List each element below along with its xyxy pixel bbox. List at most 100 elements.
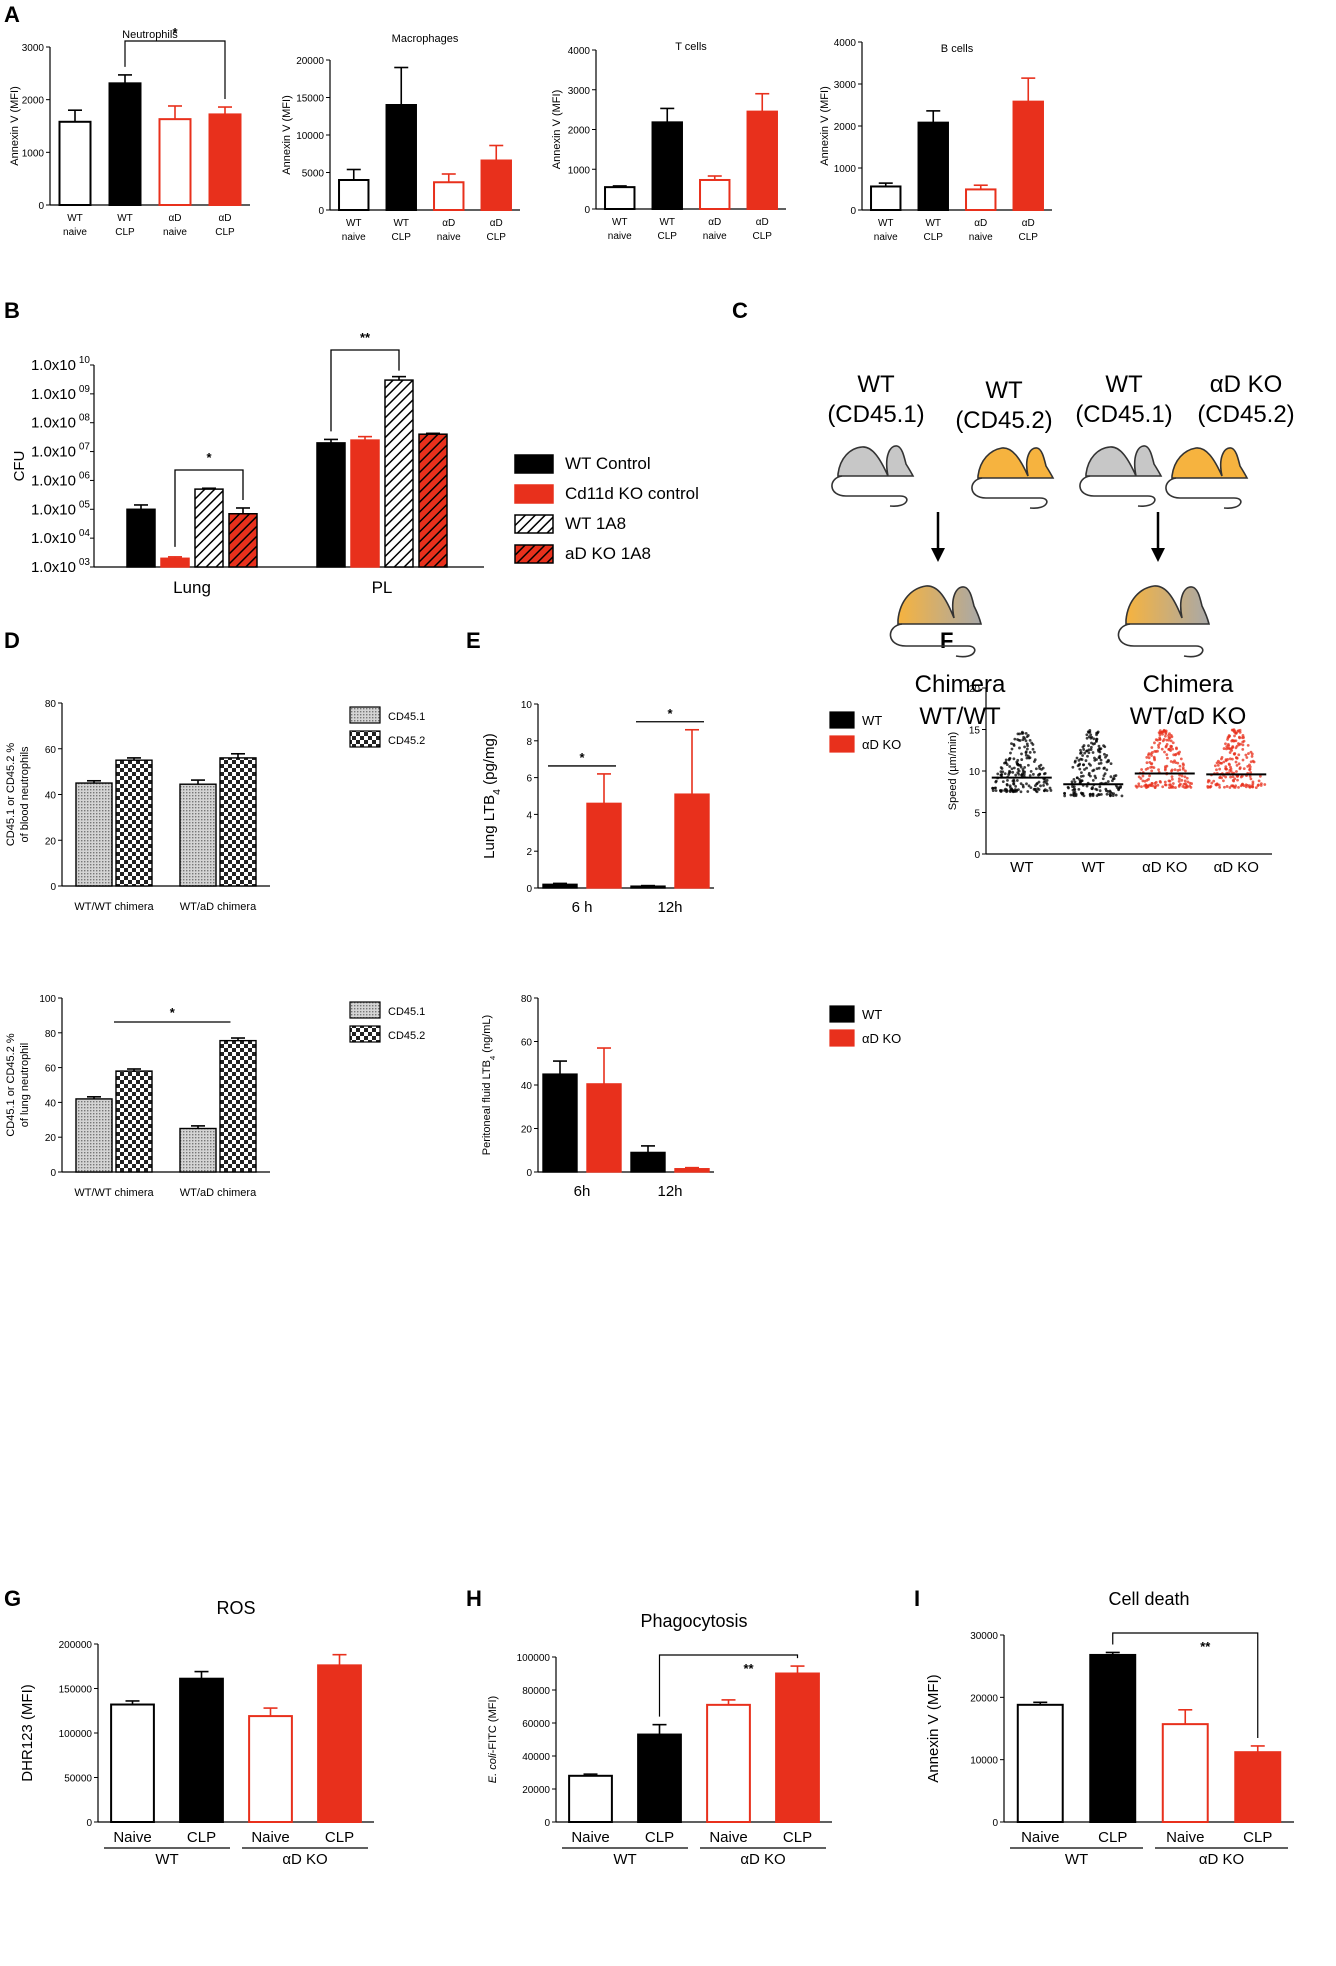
data-point xyxy=(1245,756,1249,759)
bar xyxy=(637,1733,682,1824)
y-axis-title: of lung neutrophil xyxy=(19,1043,31,1127)
y-tick-label: 1000 xyxy=(834,164,857,175)
chart-d2: 0 20 40 60 80 100 WT/WT chimera WT/aD chimera CD… xyxy=(5,994,425,1199)
y-tick-label: 100 xyxy=(39,994,56,1005)
x-tick-label: Naive xyxy=(1021,1829,1059,1846)
data-point xyxy=(994,789,998,792)
data-point xyxy=(1063,792,1067,795)
data-point xyxy=(1149,752,1153,755)
legend-label: CD45.1 xyxy=(388,1006,425,1018)
data-point xyxy=(1152,766,1156,770)
data-point xyxy=(1256,784,1260,787)
x-tick-label: WT/WT chimera xyxy=(74,901,154,913)
panel-label-h: H xyxy=(466,1586,482,1611)
data-point xyxy=(1237,753,1241,757)
data-point xyxy=(1101,777,1105,781)
data-point xyxy=(1234,731,1238,735)
data-point xyxy=(1249,777,1253,781)
data-point xyxy=(1175,747,1178,751)
y-tick-label: 2000 xyxy=(834,122,857,133)
data-point xyxy=(1149,765,1152,769)
y-tick-label: 20000 xyxy=(296,56,324,67)
y-tick-label: 40 xyxy=(45,1098,57,1109)
data-point xyxy=(1008,770,1012,774)
data-point xyxy=(1218,761,1221,765)
legend-label: αD KO xyxy=(862,1031,901,1046)
data-point xyxy=(1031,772,1035,776)
y-tick-label: 0 xyxy=(38,201,44,212)
data-point xyxy=(1145,785,1149,789)
x-tick-label: αD xyxy=(442,218,455,229)
y-tick-label: 8 xyxy=(526,737,532,748)
data-point xyxy=(1242,739,1246,743)
data-point xyxy=(1250,755,1254,758)
data-point xyxy=(1010,788,1013,792)
chart-d1: 0 20 40 60 80 WT/WT chimera WT/aD chimera CD45.… xyxy=(5,699,425,913)
data-point xyxy=(1156,738,1160,742)
data-point xyxy=(1176,768,1180,772)
data-point xyxy=(1088,793,1092,796)
data-point xyxy=(991,789,995,793)
data-point xyxy=(1021,783,1025,787)
panel-label-b: B xyxy=(4,298,20,323)
data-point xyxy=(1135,785,1139,789)
data-point xyxy=(1028,774,1032,777)
y-axis-title: Peritoneal fluid LTB4 (ng/mL) xyxy=(481,1015,497,1155)
bar xyxy=(418,433,448,568)
data-point xyxy=(1144,767,1148,771)
data-point xyxy=(1021,770,1025,773)
significance-label: ** xyxy=(1200,1639,1211,1654)
data-point xyxy=(1241,747,1245,751)
data-point xyxy=(1106,780,1110,783)
data-point xyxy=(1012,744,1016,747)
data-point xyxy=(1091,769,1095,773)
chart-title: Neutrophils xyxy=(122,29,178,41)
data-point xyxy=(1246,743,1250,747)
data-point xyxy=(1044,781,1048,785)
bar xyxy=(158,118,192,206)
data-point xyxy=(1077,763,1081,767)
bar xyxy=(1161,1723,1209,1824)
significance-label: ** xyxy=(743,1661,754,1676)
legend-swatch xyxy=(514,454,554,474)
data-point xyxy=(1021,738,1025,742)
data-point xyxy=(1168,748,1171,751)
bar xyxy=(1012,100,1044,211)
data-point xyxy=(1218,767,1222,771)
panel-label-a: A xyxy=(4,2,20,27)
data-point xyxy=(1105,792,1109,796)
data-point xyxy=(1091,751,1095,754)
legend-label: Cd11d KO control xyxy=(565,484,699,503)
chart-h: 0 20000 40000 60000 80000 100000 Naive CLP Naive… xyxy=(487,1611,832,1868)
data-point xyxy=(1220,757,1223,761)
data-point xyxy=(1238,728,1242,732)
y-tick-label: 15000 xyxy=(296,94,324,105)
data-point xyxy=(1043,788,1047,792)
x-tick-label: naive xyxy=(608,231,632,242)
data-point xyxy=(1137,782,1141,786)
y-tick-label: 0 xyxy=(974,850,980,861)
data-point xyxy=(1147,752,1151,756)
data-point xyxy=(1003,761,1006,765)
chart-title: Cell death xyxy=(1108,1589,1189,1609)
data-point xyxy=(1248,784,1252,788)
y-tick-label: 1000 xyxy=(22,148,45,159)
data-point xyxy=(1087,773,1091,777)
y-tick-label: 4 xyxy=(526,810,532,821)
bar xyxy=(126,508,156,568)
y-tick-label: 10000 xyxy=(296,131,324,142)
data-point xyxy=(1258,774,1262,778)
mouse-orange-icon xyxy=(1165,447,1249,509)
data-point xyxy=(1085,784,1089,788)
x-tick-label: Naive xyxy=(251,1829,289,1846)
data-point xyxy=(1234,760,1238,764)
data-point xyxy=(1161,739,1165,743)
significance-label: * xyxy=(206,450,212,465)
data-point xyxy=(1249,760,1253,764)
y-tick-exponent: 08 xyxy=(79,413,91,424)
data-point xyxy=(1079,751,1083,754)
data-point xyxy=(1049,789,1053,792)
data-point xyxy=(1171,782,1175,785)
bar xyxy=(1089,1653,1137,1823)
data-point xyxy=(1246,764,1250,768)
